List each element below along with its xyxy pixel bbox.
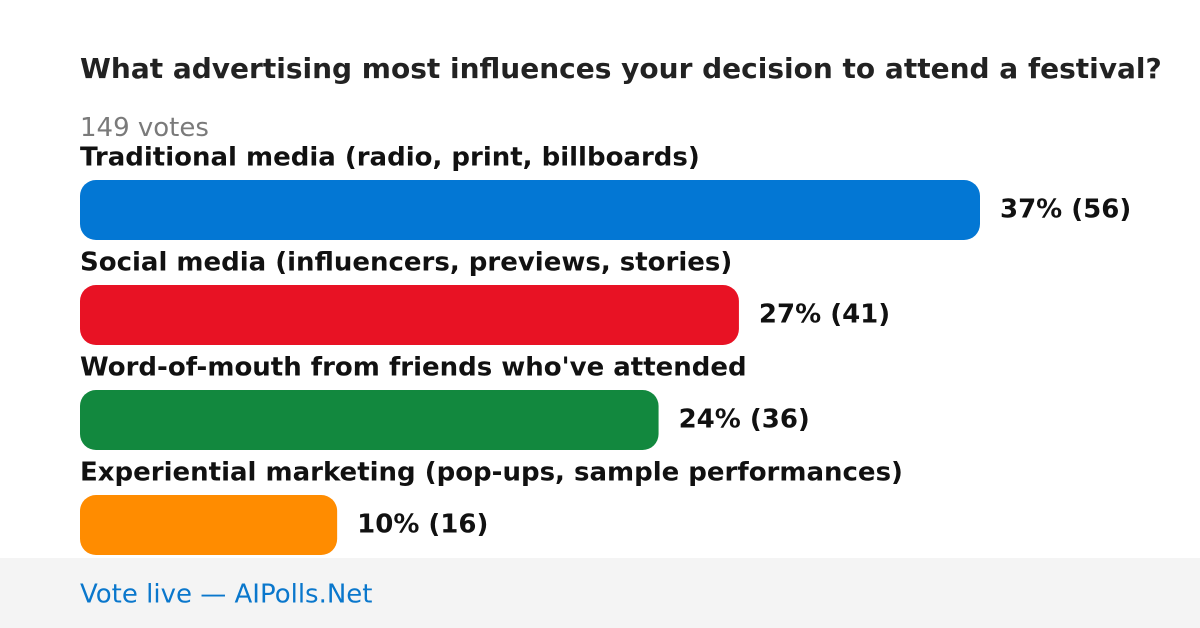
bar bbox=[80, 285, 739, 345]
vote-count: 149 votes bbox=[80, 113, 209, 143]
value-label: 37% (56) bbox=[1000, 195, 1131, 225]
value-label: 24% (36) bbox=[679, 405, 810, 435]
option-label: Word-of-mouth from friends who've attend… bbox=[80, 353, 747, 383]
footer-band bbox=[0, 558, 1200, 628]
bar bbox=[80, 390, 659, 450]
option-label: Traditional media (radio, print, billboa… bbox=[80, 143, 700, 173]
option-label: Social media (influencers, previews, sto… bbox=[80, 248, 732, 278]
bar bbox=[80, 180, 980, 240]
value-label: 27% (41) bbox=[759, 300, 890, 330]
option-label: Experiential marketing (pop-ups, sample … bbox=[80, 458, 903, 488]
footer-link[interactable]: Vote live — AIPolls.Net bbox=[80, 580, 373, 610]
poll-title: What advertising most influences your de… bbox=[80, 52, 1162, 85]
bar bbox=[80, 495, 338, 555]
value-label: 10% (16) bbox=[357, 510, 488, 540]
